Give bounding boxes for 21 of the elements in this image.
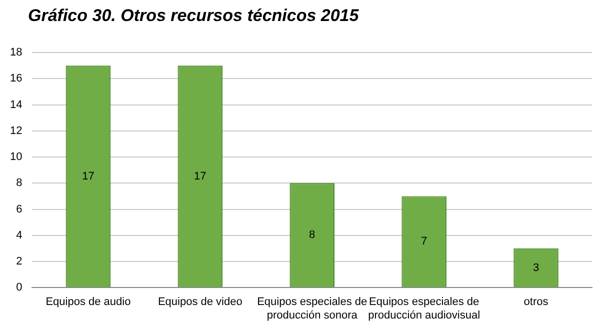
x-tick-label: Equipos especiales de producción sonora	[257, 296, 368, 322]
x-tick-label: Equipos de video	[158, 296, 242, 308]
y-tick-label: 10	[10, 151, 22, 164]
y-tick-label: 18	[10, 46, 22, 59]
y-tick-label: 2	[16, 256, 22, 268]
y-tick-label: 16	[10, 72, 22, 85]
data-label: 17	[82, 170, 94, 182]
x-tick-label: otros	[524, 296, 549, 308]
data-label: 7	[421, 236, 428, 248]
y-tick-label: 8	[16, 177, 22, 190]
y-tick-label: 0	[16, 282, 22, 294]
y-tick-label: 4	[16, 229, 22, 242]
y-tick-label: 14	[10, 98, 22, 111]
y-tick-label: 12	[10, 124, 22, 137]
chart-title: Gráfico 30. Otros recursos técnicos 2015	[28, 6, 359, 26]
x-tick-label: Equipos de audio	[46, 296, 131, 308]
data-label: 8	[309, 229, 316, 242]
data-label: 17	[194, 170, 206, 182]
x-tick-label: Equipos especiales de producción audiovisual	[368, 296, 480, 322]
data-label: 3	[532, 262, 540, 274]
y-tick-label: 6	[16, 203, 22, 216]
